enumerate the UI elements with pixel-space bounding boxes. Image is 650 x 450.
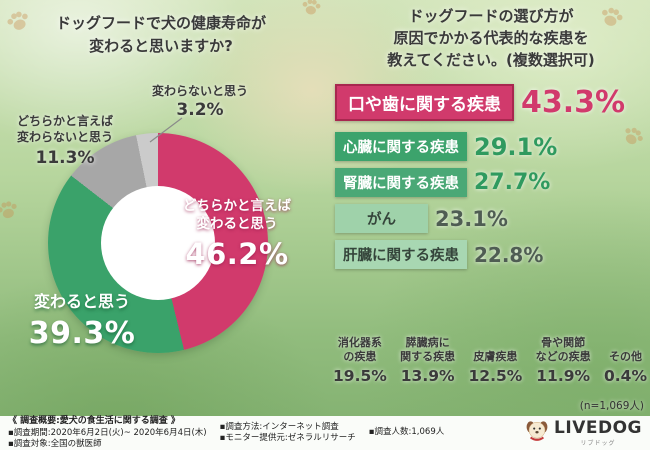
survey-count: ▪調査人数:1,069人 [368, 427, 445, 438]
minor-disease-item: 消化器系 の疾患 19.5% [333, 336, 387, 385]
pie-label-text: 変わらないと思う [16, 129, 113, 144]
minor-disease-item: 膵臓病に 関する疾患 13.9% [400, 336, 455, 385]
pie-question-title: ドッグフードで犬の健康寿命が 変わると思いますか? [18, 12, 304, 59]
logo-text: LIVEDOG [554, 417, 642, 438]
pie-label-text: 変わると思う [196, 216, 278, 233]
pie-title-line2: 変わると思いますか? [89, 37, 233, 56]
survey-method: ▪調査方法:インターネット調査 [219, 421, 339, 432]
pie-label-value: 39.3% [28, 315, 136, 351]
pie-label-text: 変わらないと思う [151, 84, 248, 98]
survey-target: ▪調査対象:全国の獣医師 [8, 438, 102, 449]
minor-label: などの疾患 [535, 350, 591, 364]
disease-ranking-list: 口や歯に関する疾患 43.3% 心臓に関する疾患 29.1% 腎臓に関する疾患 … [335, 84, 647, 269]
disease-value: 27.7% [474, 170, 551, 195]
livedog-logo: LIVEDOG リブドッグ [524, 419, 642, 447]
minor-disease-item: 骨や関節 などの疾患 11.9% [536, 336, 591, 385]
disease-row: 腎臓に関する疾患 27.7% [335, 168, 647, 197]
minor-label: 皮膚疾患 [473, 350, 518, 364]
disease-label-box: 心臓に関する疾患 [335, 132, 467, 161]
pie-label-text: どちらかと言えば [183, 198, 291, 214]
disease-title-line1: ドッグフードの選び方が [408, 7, 574, 25]
minor-label: その他 [609, 350, 642, 364]
disease-row: 口や歯に関する疾患 43.3% [335, 84, 647, 121]
pie-label-no-change: 変わらないと思う 3.2% [136, 84, 264, 121]
disease-label-box: 肝臓に関する疾患 [335, 240, 467, 269]
minor-value: 12.5% [468, 366, 523, 385]
minor-disease-list: 消化器系 の疾患 19.5% 膵臓病に 関する疾患 13.9% 皮膚疾患 12.… [333, 336, 647, 385]
pie-label-value: 11.3% [35, 148, 95, 169]
dog-icon [524, 419, 550, 447]
pie-title-line1: ドッグフードで犬の健康寿命が [55, 14, 266, 32]
survey-overview-heading: 《 調査概要:愛犬の食生活に関する調査 》 [8, 416, 180, 427]
pie-label-text: どちらかと言えば [16, 114, 113, 128]
pie-label-value: 3.2% [176, 100, 224, 120]
pie-label-rather-change: どちらかと言えば 変わると思う 46.2% [168, 197, 306, 275]
pie-chart [48, 133, 268, 353]
minor-value: 11.9% [536, 366, 591, 385]
survey-overview-col3: ▪調査人数:1,069人 [369, 427, 444, 438]
survey-overview-col2: ▪調査方法:インターネット調査 ▪モニター提供元:ゼネラルリサーチ [220, 422, 356, 444]
minor-label: 膵臓病に [405, 336, 450, 349]
disease-question-title: ドッグフードの選び方が 原因でかかる代表的な疾患を 教えてください。(複数選択可… [338, 6, 644, 71]
survey-monitor: ▪モニター提供元:ゼネラルリサーチ [219, 433, 356, 443]
survey-period: ▪調査期間:2020年6月2日(火)~ 2020年6月4日(木) [8, 427, 207, 438]
disease-value: 22.8% [474, 242, 544, 267]
disease-row: 肝臓に関する疾患 22.8% [335, 240, 647, 269]
pie-label-text: 変わると思う [33, 292, 130, 311]
disease-label-box: 口や歯に関する疾患 [335, 84, 514, 121]
minor-value: 19.5% [333, 366, 387, 385]
minor-label: 骨や関節 [541, 336, 586, 349]
minor-label: 消化器系 [337, 336, 382, 349]
disease-value: 23.1% [435, 206, 508, 231]
disease-title-line3: 教えてください。(複数選択可) [387, 50, 595, 69]
minor-disease-item: 皮膚疾患 12.5% [469, 350, 523, 384]
disease-title-line2: 原因でかかる代表的な疾患を [393, 28, 589, 47]
disease-value: 29.1% [474, 132, 558, 161]
pie-label-rather-no-change: どちらかと言えば 変わらないと思う 11.3% [6, 114, 124, 169]
minor-value: 13.9% [400, 366, 455, 385]
minor-label: の疾患 [343, 350, 377, 364]
minor-disease-item: その他 0.4% [604, 350, 647, 384]
pie-label-value: 46.2% [185, 237, 289, 272]
disease-label-box: 腎臓に関する疾患 [335, 168, 467, 197]
disease-row: 心臓に関する疾患 29.1% [335, 132, 647, 161]
disease-row: がん 23.1% [335, 204, 647, 233]
survey-overview-footer: 《 調査概要:愛犬の食生活に関する調査 》 ▪調査期間:2020年6月2日(火)… [0, 416, 650, 450]
logo-subtext: リブドッグ [580, 439, 616, 447]
survey-overview-col1: 《 調査概要:愛犬の食生活に関する調査 》 ▪調査期間:2020年6月2日(火)… [8, 416, 207, 450]
minor-value: 0.4% [604, 366, 647, 385]
disease-value: 43.3% [521, 85, 626, 120]
minor-label: 関する疾患 [400, 350, 456, 364]
pie-label-change: 変わると思う 39.3% [6, 292, 158, 353]
disease-label-box: がん [335, 204, 428, 233]
sample-size-note: (n=1,069人) [579, 400, 644, 412]
